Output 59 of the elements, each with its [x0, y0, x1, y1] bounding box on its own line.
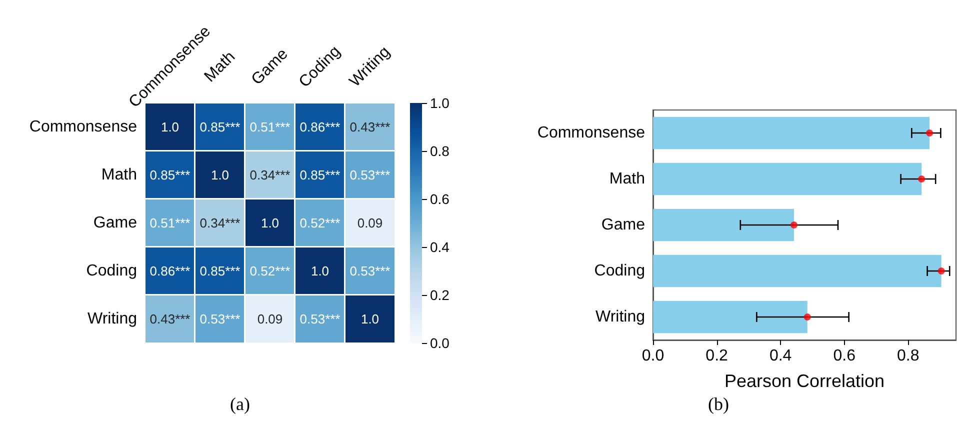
bar: [653, 254, 942, 288]
bar: [653, 162, 922, 196]
data-label: 1.0: [360, 312, 380, 326]
data-label: 0.85***: [200, 120, 240, 134]
point: [926, 130, 934, 136]
text: (a): [230, 394, 250, 414]
x-tick-label: 0.8: [897, 348, 920, 364]
x-tick-label: 0.0: [642, 348, 664, 364]
color-bar-label: 0.0: [430, 335, 450, 351]
data-label: 1.0: [210, 168, 230, 182]
data-label: 0.52***: [250, 264, 290, 278]
data-label: 0.85***: [300, 168, 340, 182]
point: [918, 176, 926, 182]
data-label: 0.53***: [350, 264, 390, 278]
data-label: 1.0: [160, 120, 180, 134]
data-label: 0.86***: [150, 264, 190, 278]
data-label: 0.53***: [200, 312, 240, 326]
data-label: 1.0: [260, 216, 280, 230]
data-label: 0.43***: [350, 120, 390, 134]
data-label: 0.52***: [300, 216, 340, 230]
y-tick-label: Coding: [594, 262, 645, 280]
data-label: 0.34***: [250, 168, 290, 182]
color-bar-label: 0.6: [430, 191, 450, 207]
color-bar-label: 0.4: [430, 239, 450, 255]
data-label: 0.53***: [350, 168, 390, 182]
data-label: 0.51***: [250, 120, 290, 134]
y-tick-label: Game: [93, 214, 138, 232]
x-axis-title: Pearson Correlation: [724, 371, 885, 391]
x-tick-label: 0.4: [769, 348, 792, 364]
x-tick-label: 0.6: [833, 348, 856, 364]
point: [804, 314, 811, 320]
y-tick-label: Math: [101, 166, 137, 184]
color-bar-label: 0.8: [430, 143, 450, 159]
y-tick-label: Game: [601, 216, 646, 234]
y-tick-label: Coding: [86, 262, 137, 280]
data-label: 0.43***: [150, 312, 190, 326]
data-label: 0.86***: [300, 120, 340, 134]
y-tick-label: Writing: [88, 310, 137, 328]
y-tick-label: Writing: [596, 308, 645, 326]
bar: [653, 116, 930, 150]
data-label: 0.09: [257, 312, 283, 326]
bar: [653, 208, 794, 242]
data-label: 0.85***: [200, 264, 240, 278]
y-tick-label: Commonsense: [29, 118, 138, 136]
data-label: 0.85***: [150, 168, 190, 182]
text: (b): [708, 394, 730, 414]
bar: [653, 300, 808, 334]
color-bar-label: 0.2: [430, 287, 450, 303]
point: [938, 268, 945, 274]
data-label: 1.0: [310, 264, 330, 278]
data-label: 0.51***: [150, 216, 190, 230]
point: [790, 222, 798, 228]
y-tick-label: Math: [609, 170, 645, 188]
color-bar-label: 1.0: [430, 95, 450, 111]
data-label: 0.53***: [300, 312, 340, 326]
y-tick-label: Commonsense: [537, 124, 646, 142]
x-tick-label: 0.2: [706, 348, 728, 364]
data-label: 0.34***: [200, 216, 240, 230]
data-label: 0.09: [357, 216, 383, 230]
